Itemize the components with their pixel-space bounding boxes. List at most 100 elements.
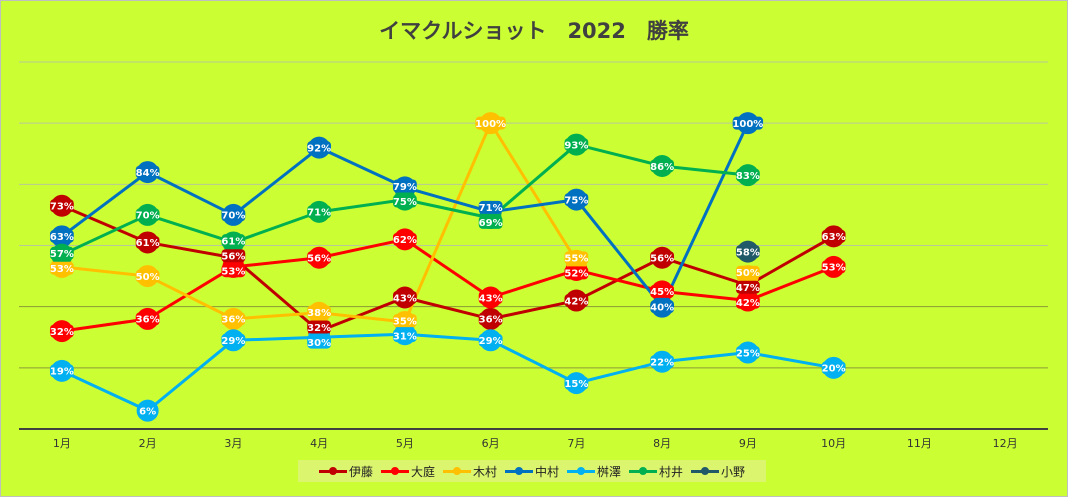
legend-label: 村井 (659, 464, 684, 479)
x-tick-label: 1月 (53, 437, 71, 450)
legend-label: 大庭 (410, 464, 435, 479)
data-label-badge (564, 294, 589, 308)
data-label: 56% (221, 251, 245, 262)
data-label: 71% (479, 203, 503, 214)
data-label-badge (49, 199, 74, 213)
data-label-badge (49, 324, 74, 338)
data-label-badge (735, 295, 760, 309)
data-label: 55% (564, 254, 588, 265)
data-label: 35% (393, 316, 417, 327)
data-label: 22% (650, 358, 674, 369)
data-label-badge (564, 266, 589, 280)
x-tick-label: 8月 (653, 437, 671, 450)
data-label-badge (650, 355, 675, 369)
data-label: 40% (650, 302, 674, 313)
data-label-badge (478, 290, 503, 304)
data-label: 71% (307, 208, 331, 219)
data-label: 47% (736, 283, 760, 294)
x-tick-label: 11月 (907, 437, 932, 450)
legend-swatch (691, 467, 720, 475)
legend-swatch (380, 467, 409, 475)
legend-swatch (504, 467, 533, 475)
data-label-badge (135, 312, 160, 326)
data-label: 50% (136, 272, 160, 283)
data-label: 29% (221, 336, 245, 347)
x-tick-label: 10月 (821, 437, 846, 450)
data-label: 61% (221, 236, 245, 247)
data-label-badge (221, 264, 246, 278)
data-label-badge (478, 333, 503, 347)
data-label: 50% (736, 268, 760, 279)
data-label-badge (49, 261, 74, 275)
x-tick-label: 7月 (567, 437, 585, 450)
data-label-badge (821, 361, 846, 375)
chart-title: イマクルショット 2022 勝率 (379, 19, 689, 43)
data-label-badge (478, 215, 503, 229)
legend-item: 伊藤 (318, 463, 373, 480)
legend-item: 桝澤 (567, 463, 621, 480)
data-label: 61% (136, 238, 160, 249)
data-label-badge (307, 251, 332, 265)
data-label-badge (139, 404, 157, 418)
data-label-badge (564, 193, 589, 207)
data-label-badge (564, 251, 589, 265)
data-label: 57% (50, 249, 74, 260)
data-label-badge (221, 333, 246, 347)
data-label: 70% (136, 211, 160, 222)
legend-item: 村井 (629, 463, 683, 480)
data-label-badge (221, 208, 246, 222)
data-label: 45% (650, 287, 674, 298)
x-tick-label: 6月 (482, 437, 500, 450)
data-label: 42% (564, 296, 588, 307)
data-label-badge (392, 232, 417, 246)
x-tick-label: 9月 (739, 437, 757, 450)
series-line-大庭 (61, 237, 835, 333)
data-label: 25% (736, 348, 760, 359)
data-label-badge (735, 346, 760, 360)
data-label-badge (307, 305, 332, 319)
data-label: 70% (221, 211, 245, 222)
data-label: 19% (50, 367, 74, 378)
data-label: 38% (307, 308, 331, 319)
x-tick-label: 5月 (396, 437, 414, 450)
data-label: 36% (136, 315, 160, 326)
data-label-badge (732, 116, 764, 130)
data-label: 56% (307, 254, 331, 265)
data-label: 53% (50, 264, 74, 275)
data-label: 32% (307, 323, 331, 334)
legend-label: 桝澤 (597, 464, 622, 479)
data-label: 75% (564, 195, 588, 206)
data-label: 86% (650, 162, 674, 173)
legend-item: 大庭 (380, 463, 435, 480)
data-label-badge (735, 168, 760, 182)
legend-swatch (567, 467, 595, 475)
data-label-badge (135, 269, 160, 283)
x-tick-label: 4月 (310, 437, 328, 450)
data-label: 53% (822, 263, 846, 274)
data-label: 15% (564, 379, 588, 390)
data-label-badge (307, 205, 332, 219)
x-tick-label: 2月 (139, 437, 157, 450)
data-label-badge (392, 290, 417, 304)
data-label-badge (478, 200, 503, 214)
legend-label: 中村 (534, 464, 559, 479)
data-label: 93% (564, 140, 588, 151)
data-label-badge (821, 229, 846, 243)
legend-label: 木村 (472, 464, 497, 479)
data-label: 52% (564, 269, 588, 280)
data-label: 63% (822, 232, 846, 243)
data-label-badge (650, 300, 675, 314)
data-label-badge (475, 116, 506, 130)
data-label-badge (135, 165, 160, 179)
data-label-badge (307, 320, 332, 334)
data-label: 30% (307, 338, 331, 349)
data-label: 36% (221, 315, 245, 326)
data-label: 29% (479, 336, 503, 347)
data-label-badge (564, 138, 589, 152)
data-label: 69% (479, 218, 503, 229)
data-label-badge (650, 159, 675, 173)
data-label: 56% (650, 254, 674, 265)
data-label-badge (735, 265, 760, 279)
data-label-badge (821, 260, 846, 274)
